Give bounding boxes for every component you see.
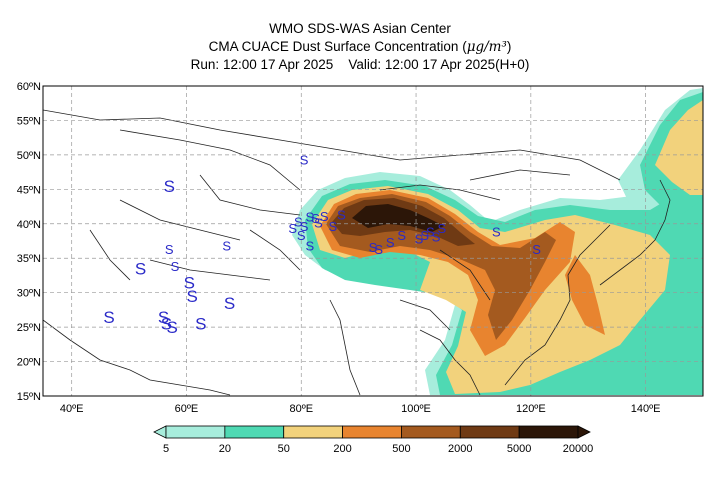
dust-observation-symbol: S (224, 294, 235, 313)
coastline-china-east (504, 224, 611, 386)
dust-observation-symbol: S (432, 229, 441, 244)
lat-tick-label: 25ºN (17, 322, 41, 334)
latitude-labels: 60ºN 55ºN 50ºN 45ºN 40ºN 35ºN 30ºN 25ºN 20ºN 15ºN (17, 81, 41, 403)
dust-observation-symbol: S (158, 308, 169, 327)
title-center: WMO SDS-WAS Asian Center (269, 21, 451, 36)
colorbar-box (283, 425, 343, 439)
dust-observation-symbol: S (311, 211, 320, 226)
lon-tick-label: 140ºE (631, 403, 661, 415)
lat-tick-label: 40ºN (17, 219, 41, 231)
dust-observation-symbol: S (171, 259, 180, 274)
colorbar-box (165, 425, 226, 439)
lon-tick-label: 60ºE (175, 403, 199, 415)
colorbar-level-label: 2000 (448, 443, 472, 455)
title-close-paren: ) (506, 39, 512, 54)
boundaries (43, 109, 671, 396)
dust-observation-symbol: S (492, 225, 501, 240)
dust-observation-symbol: S (420, 228, 429, 243)
map-frame (42, 85, 704, 397)
dust-observation-symbol: S (320, 209, 329, 224)
colorbar-box (401, 425, 461, 439)
lat-tick-label: 60ºN (17, 81, 41, 93)
dust-observation-symbol: S (161, 315, 172, 334)
dust-observation-symbol: S (386, 235, 395, 250)
dust-observation-symbol: S (314, 216, 323, 231)
dust-field (292, 88, 703, 395)
dust-observation-symbol: S (187, 287, 198, 306)
colorbar-box (224, 425, 285, 439)
title-unit: μg/m³ (466, 39, 507, 55)
coastline-india (329, 299, 361, 396)
colorbar-level-label: 20 (219, 443, 231, 455)
lon-tick-label: 80ºE (289, 403, 313, 415)
coastline-japan (599, 179, 671, 286)
country-borders (89, 129, 571, 331)
lon-tick-label: 40ºE (60, 403, 84, 415)
colorbar-level-label: 20000 (563, 443, 594, 455)
lat-tick-label: 15ºN (17, 391, 41, 403)
chart-title-block: WMO SDS-WAS Asian Center CMA CUACE Dust … (0, 20, 720, 74)
lat-tick-label: 50ºN (17, 150, 41, 162)
dust-observation-symbol: S (297, 228, 306, 243)
longitude-labels: 40ºE 60ºE 80ºE 100ºE 120ºE 140ºE (60, 403, 661, 415)
valid-time: Valid: 12:00 17 Apr 2025(H+0) (348, 57, 530, 72)
colorbar-arrow-low (153, 425, 167, 439)
lon-tick-label: 100ºE (401, 403, 431, 415)
lat-tick-label: 20ºN (17, 357, 41, 369)
colorbar-level-label: 5000 (507, 443, 531, 455)
dust-observation-symbol: S (306, 238, 315, 253)
colorbar-level-label: 50 (278, 443, 290, 455)
colorbar-arrow-high (577, 425, 591, 439)
title-product: CMA CUACE Dust Surface Concentration (μg… (0, 38, 720, 56)
dust-observation-symbol: S (165, 242, 174, 257)
title-times: Run: 12:00 17 Apr 2025 Valid: 12:00 17 A… (0, 56, 720, 74)
colorbar-box (342, 425, 402, 439)
dust-band-50-north (655, 100, 703, 195)
dust-observation-symbol: S (306, 210, 315, 225)
dust-observation-symbol: S (288, 221, 297, 236)
dust-observation-symbol: S (222, 238, 231, 253)
dust-observation-symbol: S (374, 242, 383, 257)
run-time: Run: 12:00 17 Apr 2025 (190, 57, 334, 72)
dust-observation-symbol: S (166, 318, 177, 337)
dust-observation-symbol: S (426, 225, 435, 240)
colorbar-level-label: 200 (333, 443, 351, 455)
lon-tick-label: 120ºE (516, 403, 546, 415)
dust-observation-symbol: S (532, 242, 541, 257)
coastline (43, 319, 231, 396)
colorbar-labels: 5 20 50 200 500 2000 5000 20000 (163, 443, 593, 455)
lat-tick-label: 30ºN (17, 288, 41, 300)
dust-observation-symbol: S (369, 240, 378, 255)
lat-tick-label: 55ºN (17, 115, 41, 127)
dust-observation-symbol: S (328, 219, 337, 234)
dust-observation-symbol: S (184, 273, 195, 292)
dust-observation-symbol: S (195, 315, 206, 334)
dust-observation-symbol: S (135, 260, 146, 279)
coastline-seasia (419, 329, 481, 396)
dust-observation-symbol: S (300, 152, 309, 167)
colorbar-boxes (153, 425, 591, 439)
dust-observation-symbol: S (103, 308, 114, 327)
colorbar-box (459, 425, 520, 439)
colorbar-box (518, 425, 579, 439)
lat-tick-label: 45ºN (17, 184, 41, 196)
dust-observation-symbol: S (337, 207, 346, 222)
dust-observation-symbol: S (164, 177, 175, 196)
lat-tick-label: 35ºN (17, 253, 41, 265)
title-product-text: CMA CUACE Dust Surface Concentration ( (208, 39, 467, 54)
northern-border (43, 109, 621, 181)
dust-observation-symbol: S (397, 228, 406, 243)
dust-observation-symbol: S (415, 232, 424, 247)
dust-observation-symbol: S (438, 221, 447, 236)
colorbar-level-label: 5 (163, 443, 169, 455)
dust-band-5000 (352, 204, 444, 232)
dust-band-200-east (565, 255, 605, 335)
dust-observation-symbol: S (294, 214, 303, 229)
dust-observation-symbol: S (300, 219, 309, 234)
colorbar-level-label: 500 (392, 443, 410, 455)
